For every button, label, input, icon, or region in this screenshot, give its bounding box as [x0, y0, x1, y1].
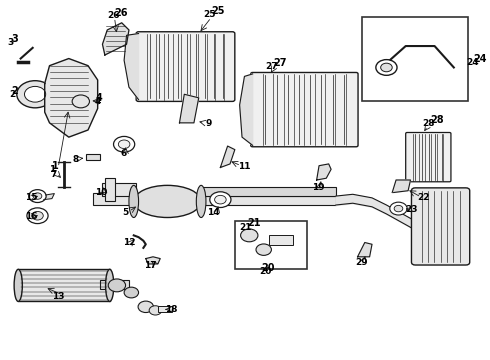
Text: 12: 12	[122, 238, 135, 247]
Circle shape	[124, 287, 139, 298]
Text: 2: 2	[11, 86, 18, 96]
Text: 4: 4	[95, 93, 102, 103]
Text: 11: 11	[238, 162, 251, 171]
Text: 27: 27	[266, 62, 278, 71]
Text: 25: 25	[203, 10, 216, 19]
Text: 9: 9	[205, 119, 212, 128]
Polygon shape	[44, 194, 54, 200]
Polygon shape	[146, 257, 160, 264]
Circle shape	[138, 301, 153, 312]
Text: 24: 24	[473, 54, 487, 64]
Text: 28: 28	[422, 119, 435, 128]
FancyBboxPatch shape	[251, 72, 358, 147]
Polygon shape	[240, 74, 253, 145]
Polygon shape	[358, 243, 372, 257]
Text: 13: 13	[52, 292, 64, 301]
Circle shape	[241, 229, 258, 242]
Text: 5: 5	[122, 208, 129, 217]
Polygon shape	[392, 180, 411, 193]
Circle shape	[210, 192, 231, 207]
Bar	[141, 33, 232, 98]
Bar	[269, 235, 293, 245]
Circle shape	[376, 60, 397, 75]
Text: 24: 24	[466, 58, 478, 67]
Text: 17: 17	[144, 261, 157, 270]
Polygon shape	[102, 23, 129, 55]
Text: 28: 28	[430, 115, 443, 125]
Text: 18: 18	[165, 305, 177, 314]
Circle shape	[33, 193, 42, 199]
Circle shape	[24, 86, 46, 102]
Text: 4: 4	[95, 97, 101, 106]
Text: 20: 20	[259, 267, 271, 276]
FancyBboxPatch shape	[136, 32, 235, 102]
Text: 21: 21	[247, 219, 260, 229]
Circle shape	[390, 202, 407, 215]
Bar	[201, 196, 336, 205]
Text: 21: 21	[240, 222, 252, 231]
Text: 15: 15	[25, 193, 37, 202]
FancyBboxPatch shape	[412, 188, 470, 265]
Circle shape	[27, 208, 48, 224]
Bar	[105, 178, 116, 202]
Circle shape	[72, 95, 90, 108]
Bar	[201, 187, 336, 196]
Ellipse shape	[105, 269, 114, 301]
Text: 26: 26	[115, 8, 128, 18]
Circle shape	[215, 195, 226, 204]
Circle shape	[108, 279, 125, 292]
Polygon shape	[220, 146, 235, 167]
Text: 6: 6	[121, 149, 127, 158]
Text: 23: 23	[405, 205, 417, 214]
Bar	[18, 269, 110, 301]
Bar	[93, 193, 218, 205]
Text: 1: 1	[49, 165, 55, 174]
Ellipse shape	[129, 185, 139, 217]
Bar	[408, 134, 449, 180]
Text: 20: 20	[261, 263, 275, 273]
Ellipse shape	[196, 185, 206, 217]
Circle shape	[381, 63, 392, 72]
Text: 1: 1	[52, 161, 59, 171]
Polygon shape	[179, 94, 199, 123]
FancyBboxPatch shape	[406, 132, 451, 182]
Circle shape	[29, 190, 46, 203]
Text: 19: 19	[312, 183, 324, 192]
Bar	[235, 221, 307, 269]
Text: 27: 27	[273, 58, 287, 68]
Bar	[254, 75, 355, 144]
Ellipse shape	[14, 269, 23, 301]
Text: 22: 22	[418, 193, 430, 202]
Bar	[158, 306, 172, 312]
Text: 10: 10	[95, 188, 107, 197]
Text: 8: 8	[73, 155, 79, 164]
Text: 14: 14	[207, 208, 220, 217]
Circle shape	[17, 81, 53, 108]
Text: 7: 7	[50, 170, 56, 179]
Circle shape	[114, 136, 135, 152]
Text: 29: 29	[355, 258, 368, 267]
Bar	[86, 154, 100, 160]
Polygon shape	[124, 33, 139, 100]
Text: 3: 3	[11, 35, 18, 45]
Polygon shape	[317, 164, 331, 180]
Circle shape	[119, 140, 130, 149]
Text: 3: 3	[7, 38, 13, 47]
Bar	[100, 280, 129, 289]
Text: 26: 26	[107, 11, 119, 20]
Text: 16: 16	[25, 212, 37, 221]
Polygon shape	[45, 59, 98, 137]
Circle shape	[32, 211, 43, 220]
Text: 25: 25	[211, 6, 224, 16]
Bar	[363, 18, 468, 102]
Circle shape	[256, 244, 271, 255]
Circle shape	[394, 205, 403, 212]
Bar	[102, 183, 136, 196]
Ellipse shape	[134, 185, 201, 217]
Circle shape	[149, 306, 162, 315]
Text: 2: 2	[9, 90, 15, 99]
